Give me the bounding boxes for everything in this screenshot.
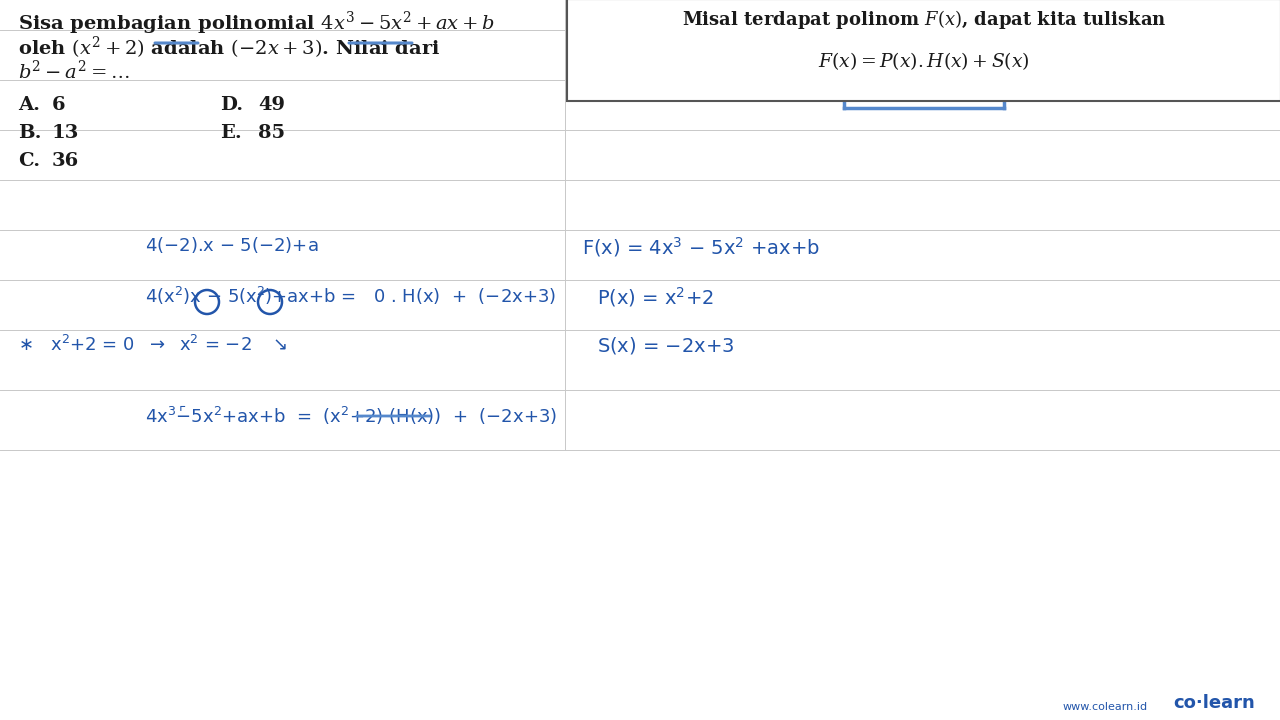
Text: 49: 49 [259,96,285,114]
Text: D.: D. [220,96,243,114]
Text: $\ulcorner$: $\ulcorner$ [178,403,186,418]
Text: 13: 13 [52,124,79,142]
Text: www.colearn.id: www.colearn.id [1062,702,1148,712]
Text: $b^2-a^2=\ldots$: $b^2-a^2=\ldots$ [18,60,129,84]
Text: 4($-$2).x $-$ 5($-$2)+a: 4($-$2).x $-$ 5($-$2)+a [145,235,319,255]
Text: $F(x) = P(x).H(x) + S(x)$: $F(x) = P(x).H(x) + S(x)$ [818,50,1030,72]
FancyBboxPatch shape [567,0,1280,101]
Text: co·learn: co·learn [1174,694,1254,712]
Text: Sisa pembagian polinomial $4x^3-5x^2+ax+b$: Sisa pembagian polinomial $4x^3-5x^2+ax+… [18,10,495,37]
Text: P(x) = x$^2$+2: P(x) = x$^2$+2 [596,285,714,309]
Text: A.: A. [18,96,40,114]
Text: C.: C. [18,152,40,170]
Text: 4x$^3$$-$5x$^2$+ax+b  =  (x$^2$+2) (H(x))  +  ($-$2x+3): 4x$^3$$-$5x$^2$+ax+b = (x$^2$+2) (H(x)) … [145,405,557,427]
Text: B.: B. [18,124,41,142]
Text: Misal terdapat polinom $F(x)$, dapat kita tuliskan: Misal terdapat polinom $F(x)$, dapat kit… [682,8,1166,31]
Text: oleh $(x^2+2)$ adalah $(-2x+3)$. Nilai dari: oleh $(x^2+2)$ adalah $(-2x+3)$. Nilai d… [18,35,440,61]
Text: 6: 6 [52,96,65,114]
Text: 4(x$^2$)x $-$ 5(x$^2$)+ax+b =   0 . H(x)  +  ($-$2x+3): 4(x$^2$)x $-$ 5(x$^2$)+ax+b = 0 . H(x) +… [145,285,556,307]
Text: E.: E. [220,124,242,142]
Text: F(x) = 4x$^3$ $-$ 5x$^2$ +ax+b: F(x) = 4x$^3$ $-$ 5x$^2$ +ax+b [582,235,820,259]
Text: S(x) = $-$2x+3: S(x) = $-$2x+3 [596,335,735,356]
Text: 85: 85 [259,124,285,142]
Text: 36: 36 [52,152,79,170]
Text: $\ast$   x$^2$+2 = 0  $\rightarrow$  x$^2$ = $-$2   $\searrow$: $\ast$ x$^2$+2 = 0 $\rightarrow$ x$^2$ =… [18,335,287,355]
